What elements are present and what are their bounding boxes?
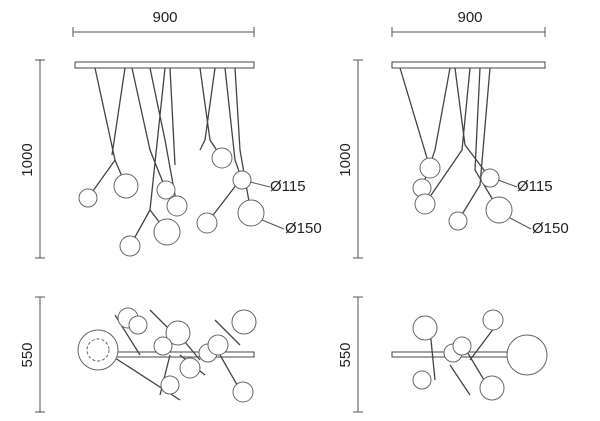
rods <box>399 67 500 222</box>
globes <box>412 157 513 231</box>
globes <box>412 309 548 401</box>
callout: Ø115 <box>270 178 306 195</box>
globes <box>77 307 257 403</box>
callout: Ø150 <box>285 220 322 237</box>
height-label: 1000 <box>19 143 36 176</box>
canopy <box>74 61 255 69</box>
canopy <box>391 61 546 69</box>
depth-label: 550 <box>337 342 354 367</box>
height-label: 1000 <box>337 143 354 176</box>
width-label: 900 <box>457 9 482 26</box>
top-view-left: 550 <box>19 296 257 413</box>
width-label: 900 <box>152 9 177 26</box>
callout: Ø115 <box>517 178 553 195</box>
rods <box>94 309 241 401</box>
depth-label: 550 <box>19 342 36 367</box>
top-view-right: 550 <box>337 296 548 413</box>
front-view-right: 900 1000 Ø115 Ø150 <box>337 9 569 259</box>
canopy <box>99 351 255 358</box>
globes <box>78 147 265 257</box>
callout: Ø150 <box>532 220 569 237</box>
rods <box>87 67 252 247</box>
front-view-left: 900 1000 Ø115 Ø150 <box>19 9 322 259</box>
rods <box>429 319 501 396</box>
